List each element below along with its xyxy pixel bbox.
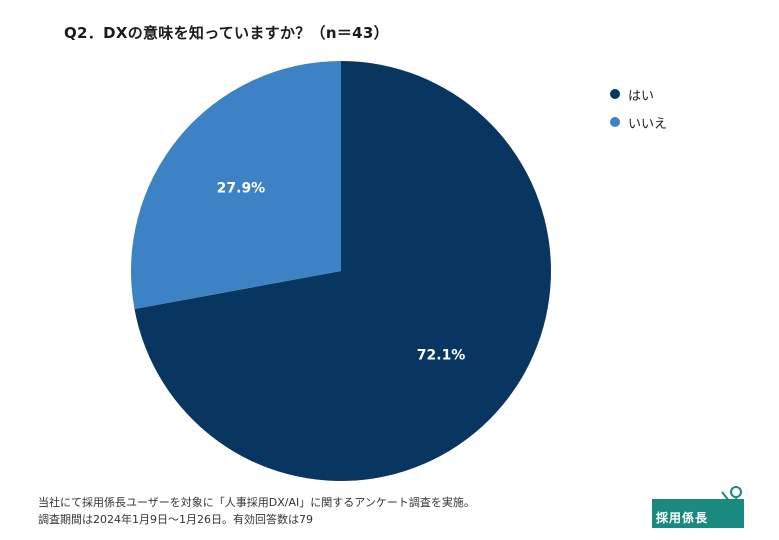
- logo-text: 採用係長: [656, 511, 709, 525]
- legend-item-no: いいえ: [610, 110, 667, 134]
- brand-logo: [652, 486, 745, 528]
- legend-swatch-yes: [610, 89, 620, 99]
- slice-label-yes: 72.1%: [417, 347, 466, 363]
- logo-background: [652, 499, 744, 528]
- legend-item-yes: はい: [610, 82, 667, 106]
- slice-label-no: 27.9%: [217, 181, 266, 197]
- pie-slice-yes: [134, 61, 552, 481]
- legend-label-no: いいえ: [628, 116, 668, 132]
- pie-slice-no: [130, 61, 341, 310]
- footnote: 当社にて採用係長ユーザーを対象に「人事採用DX/AI」に関するアンケート調査を実…: [38, 494, 475, 528]
- chart-title: Q2．DXの意味を知っていますか？（n＝43）: [64, 24, 389, 42]
- legend: はい いいえ: [610, 82, 667, 138]
- footnote-line-2: 調査期間は2024年1月9日～1月26日。有効回答数は79: [38, 513, 313, 526]
- footnote-line-1: 当社にて採用係長ユーザーを対象に「人事採用DX/AI」に関するアンケート調査を実…: [38, 496, 475, 509]
- legend-label-yes: はい: [628, 88, 655, 104]
- legend-swatch-no: [610, 117, 620, 127]
- figure-icon: [721, 486, 745, 515]
